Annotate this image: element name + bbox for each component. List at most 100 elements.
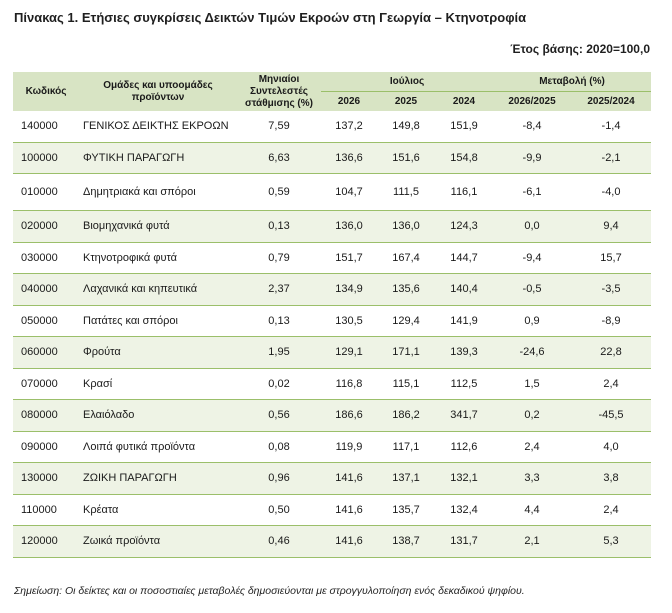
row-value-2025: 138,7 bbox=[377, 525, 435, 558]
row-value-2024: 132,1 bbox=[435, 462, 494, 495]
row-value-2024: 341,7 bbox=[435, 399, 494, 432]
row-value-2025: 137,1 bbox=[377, 462, 435, 495]
row-change-2026-2025: 2,4 bbox=[493, 431, 572, 463]
header-groups: Ομάδες και υποομάδες προϊόντων bbox=[79, 72, 237, 111]
row-weight: 6,63 bbox=[237, 142, 321, 174]
table-row: 100000 ΦΥΤΙΚΗ ΠΑΡΑΓΩΓΗ 6,63 136,6 151,6 … bbox=[13, 142, 652, 174]
row-change-2025-2024: -8,9 bbox=[571, 305, 652, 337]
row-weight: 0,79 bbox=[237, 242, 321, 274]
row-weight: 0,46 bbox=[237, 525, 321, 558]
row-name: Κρασί bbox=[79, 368, 237, 400]
row-value-2024: 144,7 bbox=[435, 242, 494, 274]
row-name: Ζωικά προϊόντα bbox=[79, 525, 237, 558]
row-change-2026-2025: -8,4 bbox=[493, 111, 572, 143]
row-name: Βιομηχανικά φυτά bbox=[79, 210, 237, 243]
row-value-2024: 151,9 bbox=[435, 111, 494, 143]
row-name: Ελαιόλαδο bbox=[79, 399, 237, 432]
row-value-2025: 135,7 bbox=[377, 494, 435, 526]
row-value-2024: 139,3 bbox=[435, 336, 494, 369]
row-value-2026: 134,9 bbox=[321, 273, 377, 306]
row-name: Φρούτα bbox=[79, 336, 237, 369]
row-code: 040000 bbox=[13, 273, 79, 306]
row-change-2025-2024: 4,0 bbox=[571, 431, 652, 463]
row-value-2024: 140,4 bbox=[435, 273, 494, 306]
price-index-table: Κωδικός Ομάδες και υποομάδες προϊόντων Μ… bbox=[13, 72, 652, 558]
row-code: 110000 bbox=[13, 494, 79, 526]
row-value-2026: 151,7 bbox=[321, 242, 377, 274]
row-value-2026: 141,6 bbox=[321, 494, 377, 526]
row-weight: 2,37 bbox=[237, 273, 321, 306]
row-value-2026: 119,9 bbox=[321, 431, 377, 463]
row-change-2026-2025: 2,1 bbox=[493, 525, 572, 558]
base-year-label: Έτος βάσης: 2020=100,0 bbox=[510, 42, 650, 56]
header-code: Κωδικός bbox=[13, 72, 79, 111]
row-code: 130000 bbox=[13, 462, 79, 495]
row-weight: 0,13 bbox=[237, 305, 321, 337]
row-code: 140000 bbox=[13, 111, 79, 143]
row-name: Κτηνοτροφικά φυτά bbox=[79, 242, 237, 274]
table-row: 010000 Δημητριακά και σπόροι 0,59 104,7 … bbox=[13, 173, 652, 211]
row-change-2026-2025: -6,1 bbox=[493, 173, 572, 211]
row-value-2026: 136,6 bbox=[321, 142, 377, 174]
row-value-2026: 137,2 bbox=[321, 111, 377, 143]
header-change-2026-2025: 2026/2025 bbox=[493, 91, 572, 111]
row-name: Λαχανικά και κηπευτικά bbox=[79, 273, 237, 306]
table-row: 120000 Ζωικά προϊόντα 0,46 141,6 138,7 1… bbox=[13, 525, 652, 558]
row-change-2025-2024: 15,7 bbox=[571, 242, 652, 274]
row-code: 120000 bbox=[13, 525, 79, 558]
row-code: 090000 bbox=[13, 431, 79, 463]
row-value-2025: 171,1 bbox=[377, 336, 435, 369]
row-change-2026-2025: 4,4 bbox=[493, 494, 572, 526]
row-value-2024: 116,1 bbox=[435, 173, 494, 211]
table-row: 070000 Κρασί 0,02 116,8 115,1 112,5 1,5 … bbox=[13, 368, 652, 400]
row-value-2025: 186,2 bbox=[377, 399, 435, 432]
row-value-2025: 135,6 bbox=[377, 273, 435, 306]
row-name: Δημητριακά και σπόροι bbox=[79, 173, 237, 211]
row-value-2026: 186,6 bbox=[321, 399, 377, 432]
table-row: 080000 Ελαιόλαδο 0,56 186,6 186,2 341,7 … bbox=[13, 399, 652, 432]
row-name: ΦΥΤΙΚΗ ΠΑΡΑΓΩΓΗ bbox=[79, 142, 237, 174]
row-code: 010000 bbox=[13, 173, 79, 211]
row-weight: 1,95 bbox=[237, 336, 321, 369]
row-change-2025-2024: -3,5 bbox=[571, 273, 652, 306]
row-change-2025-2024: 9,4 bbox=[571, 210, 652, 243]
row-change-2025-2024: 2,4 bbox=[571, 494, 652, 526]
row-value-2024: 132,4 bbox=[435, 494, 494, 526]
row-value-2025: 151,6 bbox=[377, 142, 435, 174]
table-title: Πίνακας 1. Ετήσιες συγκρίσεις Δεικτών Τι… bbox=[14, 10, 527, 25]
row-value-2026: 116,8 bbox=[321, 368, 377, 400]
table-row: 110000 Κρέατα 0,50 141,6 135,7 132,4 4,4… bbox=[13, 494, 652, 526]
table-row: 130000 ΖΩΙΚΗ ΠΑΡΑΓΩΓΗ 0,96 141,6 137,1 1… bbox=[13, 462, 652, 495]
row-name: Λοιπά φυτικά προϊόντα bbox=[79, 431, 237, 463]
row-change-2026-2025: -0,5 bbox=[493, 273, 572, 306]
row-name: Κρέατα bbox=[79, 494, 237, 526]
row-value-2025: 129,4 bbox=[377, 305, 435, 337]
row-change-2026-2025: 0,0 bbox=[493, 210, 572, 243]
row-change-2025-2024: -1,4 bbox=[571, 111, 652, 143]
row-code: 070000 bbox=[13, 368, 79, 400]
row-value-2024: 112,5 bbox=[435, 368, 494, 400]
row-value-2026: 129,1 bbox=[321, 336, 377, 369]
table-row: 020000 Βιομηχανικά φυτά 0,13 136,0 136,0… bbox=[13, 210, 652, 243]
row-change-2025-2024: 2,4 bbox=[571, 368, 652, 400]
row-code: 060000 bbox=[13, 336, 79, 369]
table-row: 050000 Πατάτες και σπόροι 0,13 130,5 129… bbox=[13, 305, 652, 337]
row-value-2025: 167,4 bbox=[377, 242, 435, 274]
row-value-2024: 124,3 bbox=[435, 210, 494, 243]
row-value-2026: 136,0 bbox=[321, 210, 377, 243]
row-value-2025: 115,1 bbox=[377, 368, 435, 400]
row-weight: 0,50 bbox=[237, 494, 321, 526]
row-code: 050000 bbox=[13, 305, 79, 337]
row-weight: 0,56 bbox=[237, 399, 321, 432]
row-value-2025: 111,5 bbox=[377, 173, 435, 211]
row-weight: 7,59 bbox=[237, 111, 321, 143]
row-value-2025: 117,1 bbox=[377, 431, 435, 463]
row-change-2026-2025: 1,5 bbox=[493, 368, 572, 400]
row-value-2026: 104,7 bbox=[321, 173, 377, 211]
row-code: 100000 bbox=[13, 142, 79, 174]
row-value-2024: 131,7 bbox=[435, 525, 494, 558]
row-value-2024: 112,6 bbox=[435, 431, 494, 463]
row-value-2024: 141,9 bbox=[435, 305, 494, 337]
row-weight: 0,13 bbox=[237, 210, 321, 243]
row-change-2026-2025: 0,9 bbox=[493, 305, 572, 337]
